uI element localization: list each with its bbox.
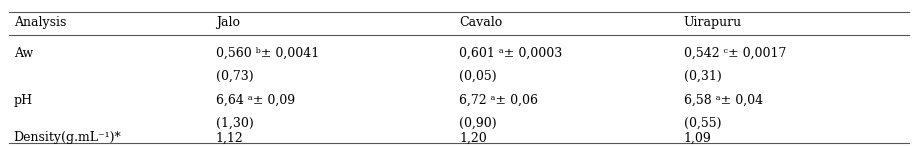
Text: (0,90): (0,90) — [459, 117, 497, 130]
Text: Density(g.mL⁻¹)*: Density(g.mL⁻¹)* — [14, 131, 121, 145]
Text: 1,12: 1,12 — [216, 131, 243, 145]
Text: 0,542 ᶜ± 0,0017: 0,542 ᶜ± 0,0017 — [684, 47, 787, 60]
Text: (0,73): (0,73) — [216, 70, 253, 83]
Text: 1,20: 1,20 — [459, 131, 487, 145]
Text: pH: pH — [14, 93, 33, 107]
Text: (1,30): (1,30) — [216, 117, 253, 130]
Text: Uirapuru: Uirapuru — [684, 16, 742, 29]
Text: 0,560 ᵇ± 0,0041: 0,560 ᵇ± 0,0041 — [216, 47, 319, 60]
Text: (0,55): (0,55) — [684, 117, 722, 130]
Text: Analysis: Analysis — [14, 16, 66, 29]
Text: 6,64 ᵃ± 0,09: 6,64 ᵃ± 0,09 — [216, 93, 295, 107]
Text: Jalo: Jalo — [216, 16, 240, 29]
Text: (0,31): (0,31) — [684, 70, 722, 83]
Text: (0,05): (0,05) — [459, 70, 497, 83]
Text: 6,72 ᵃ± 0,06: 6,72 ᵃ± 0,06 — [459, 93, 538, 107]
Text: Cavalo: Cavalo — [459, 16, 502, 29]
Text: 6,58 ᵃ± 0,04: 6,58 ᵃ± 0,04 — [684, 93, 763, 107]
Text: 1,09: 1,09 — [684, 131, 711, 145]
Text: Aw: Aw — [14, 47, 33, 60]
Text: 0,601 ᵃ± 0,0003: 0,601 ᵃ± 0,0003 — [459, 47, 562, 60]
